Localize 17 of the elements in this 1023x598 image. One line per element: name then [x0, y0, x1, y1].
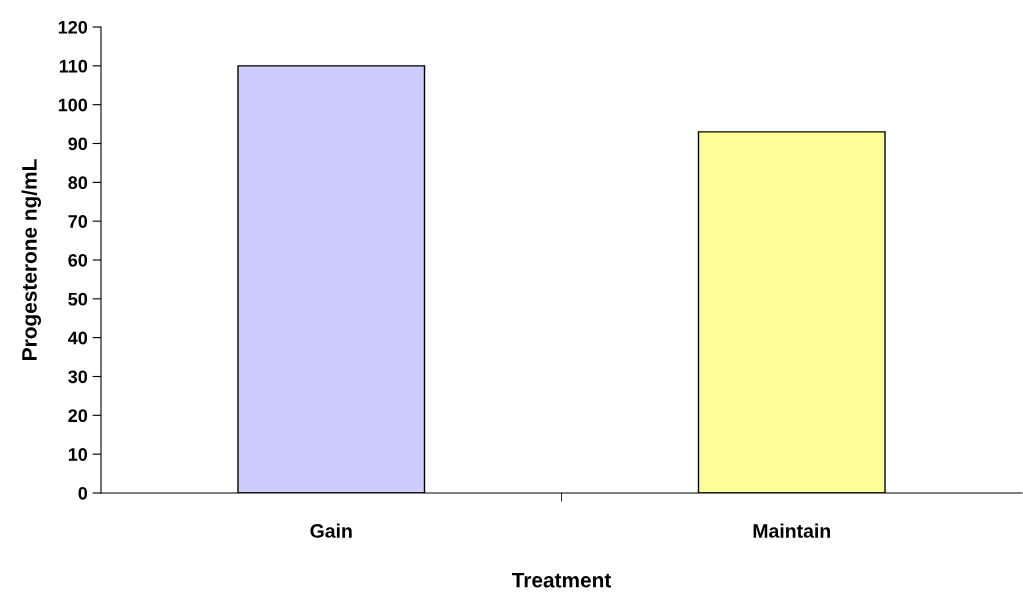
- x-tick-label: Gain: [310, 523, 352, 538]
- y-axis-title: Progesterone ng/mL: [21, 159, 42, 360]
- y-tick-label: 20: [68, 409, 88, 423]
- y-tick-label: 100: [58, 98, 88, 112]
- x-tick-label: Maintain: [753, 523, 830, 538]
- y-tick-label: 80: [68, 176, 88, 190]
- y-tick-label: 30: [68, 370, 88, 384]
- y-tick-label: 10: [68, 448, 88, 461]
- y-tick-label: 40: [68, 331, 88, 345]
- x-axis-title: Treatment: [511, 573, 612, 588]
- y-tick-label: 60: [68, 253, 88, 267]
- y-tick-label: 50: [68, 292, 88, 306]
- y-tick-label: 90: [68, 137, 88, 151]
- y-tick-label: 110: [59, 59, 88, 73]
- y-tick-label: 0: [78, 486, 88, 500]
- y-tick-label: 70: [68, 215, 88, 228]
- y-tick-label: 120: [58, 20, 88, 34]
